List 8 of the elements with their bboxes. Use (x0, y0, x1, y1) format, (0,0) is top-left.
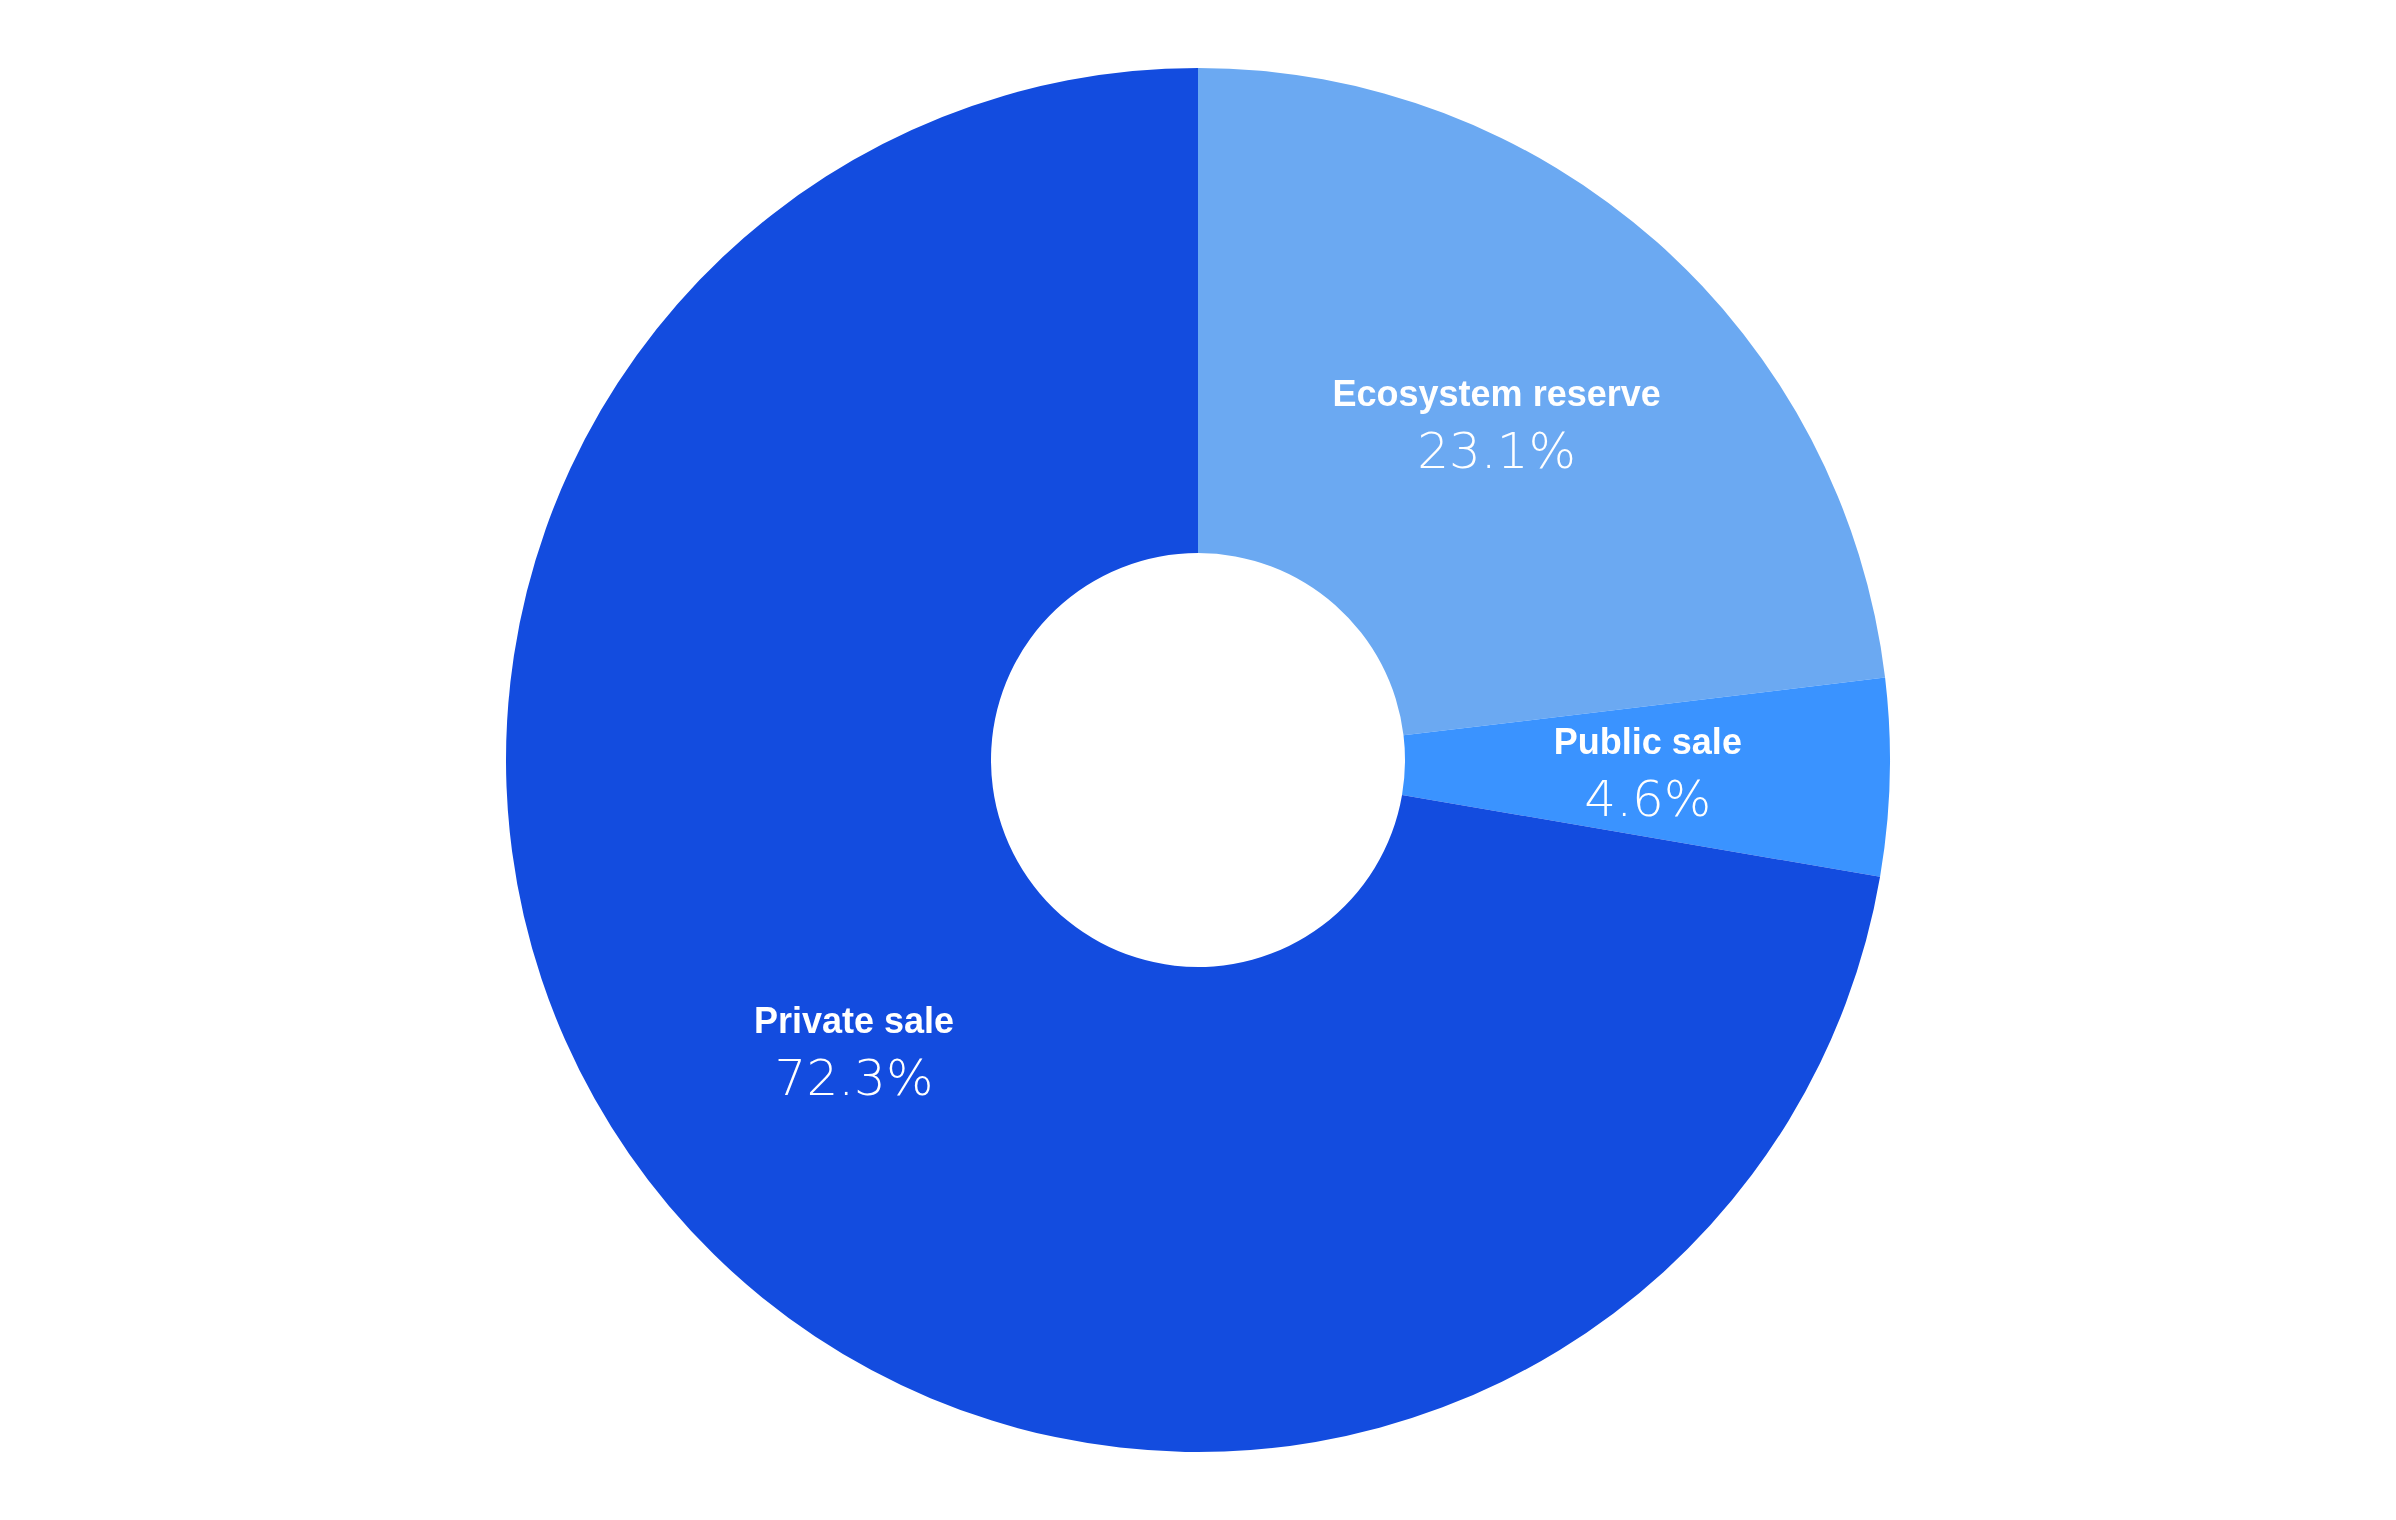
data-label: 72.3% (774, 1049, 934, 1108)
donut-slice (506, 68, 1881, 1452)
donut-slice (1402, 677, 1890, 877)
slice-label: Private sale (753, 1000, 955, 1042)
data-label: 4.6% (1584, 770, 1712, 829)
data-label: 23.1% (1417, 422, 1577, 481)
slice-label: Ecosystem reserve (1332, 373, 1661, 415)
slice-label: Public sale (1553, 721, 1742, 763)
